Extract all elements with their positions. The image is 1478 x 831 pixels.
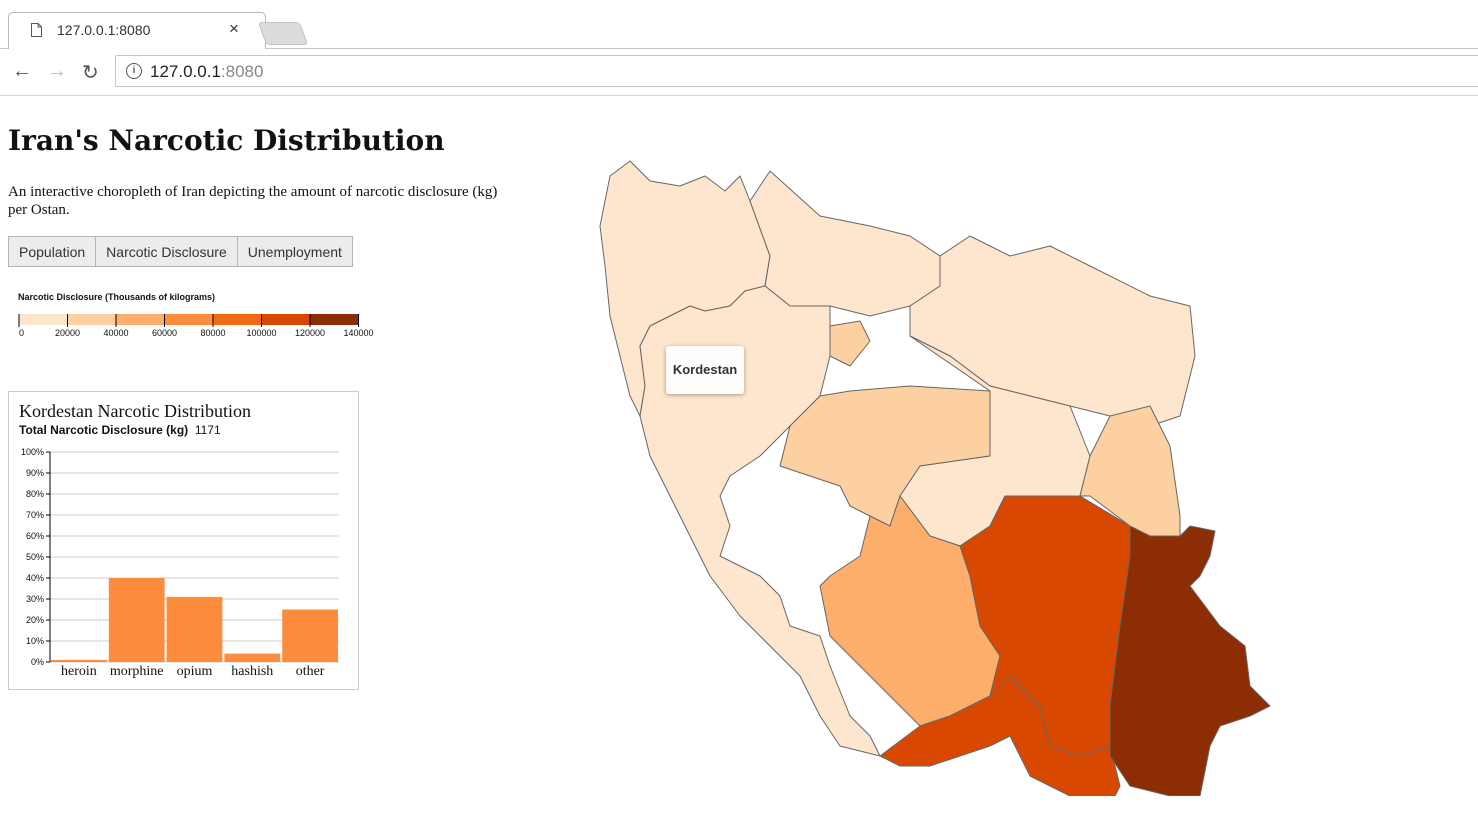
- info-icon[interactable]: i: [126, 63, 142, 79]
- x-tick-label: other: [296, 664, 325, 679]
- y-tick-label: 100%: [21, 447, 44, 457]
- address-bar[interactable]: i 127.0.0.1:8080: [115, 55, 1478, 87]
- legend-scale: 0 20000 40000 60000 80000 100000 120000 140000: [18, 314, 374, 338]
- url-host: 127.0.0.1: [150, 62, 221, 81]
- back-icon[interactable]: ←: [12, 60, 32, 82]
- y-tick-label: 10%: [26, 636, 44, 646]
- browser-tabstrip: 127.0.0.1:8080 ×: [0, 0, 1478, 49]
- legend-tick-label: 60000: [152, 328, 177, 338]
- unemployment-button[interactable]: Unemployment: [236, 236, 353, 267]
- bar-hashish[interactable]: [224, 653, 281, 662]
- bar-morphine[interactable]: [108, 578, 165, 662]
- page-icon: [31, 23, 42, 37]
- legend-swatch: [67, 314, 116, 325]
- map-legend: Narcotic Disclosure (Thousands of kilogr…: [18, 292, 398, 345]
- map-region-north-central[interactable]: [749, 170, 941, 317]
- y-tick-label: 60%: [26, 531, 44, 541]
- legend-tick-label: 120000: [295, 328, 325, 338]
- legend-swatch: [164, 314, 213, 325]
- narcotic-disclosure-button[interactable]: Narcotic Disclosure: [95, 236, 238, 267]
- iran-choropleth-map: [599, 160, 1271, 796]
- legend-tick-label: 0: [19, 328, 24, 338]
- y-tick-label: 80%: [26, 489, 44, 499]
- legend-tick-label: 40000: [103, 328, 128, 338]
- reload-icon[interactable]: ↻: [82, 62, 99, 84]
- page-description: An interactive choropleth of Iran depict…: [8, 184, 498, 218]
- x-tick-label: hashish: [231, 664, 273, 679]
- legend-swatch: [213, 314, 262, 325]
- x-tick-label: opium: [177, 664, 213, 679]
- region-detail-panel: Kordestan Narcotic Distribution Total Na…: [8, 391, 359, 690]
- legend-tick-label: 80000: [200, 328, 225, 338]
- bar-other[interactable]: [282, 609, 338, 663]
- url-port: :8080: [220, 62, 264, 81]
- region-detail-title: Kordestan Narcotic Distribution: [19, 401, 251, 421]
- y-tick-label: 50%: [26, 552, 44, 562]
- y-tick-label: 40%: [26, 573, 44, 583]
- narcotic-bar-chart: 0% 10% 20% 30% 40% 50% 60% 70% 80% 90% 100% heroin m…: [21, 447, 339, 679]
- browser-toolbar: ← → ↻ i 127.0.0.1:8080: [0, 49, 1478, 96]
- legend-title: Narcotic Disclosure (Thousands of kilogr…: [18, 292, 216, 302]
- region-total: Total Narcotic Disclosure (kg) 1171: [19, 423, 221, 437]
- x-tick-label: morphine: [110, 664, 164, 679]
- forward-icon[interactable]: →: [47, 60, 67, 82]
- bar-heroin[interactable]: [51, 659, 107, 662]
- map-region-hormozgan[interactable]: [879, 675, 1121, 796]
- legend-swatch: [19, 314, 68, 325]
- legend-swatch: [261, 314, 310, 325]
- y-tick-label: 0%: [31, 657, 44, 667]
- y-tick-label: 30%: [26, 594, 44, 604]
- map-region-west[interactable]: [639, 285, 881, 757]
- legend-tick-label: 100000: [246, 328, 276, 338]
- bar-opium[interactable]: [166, 596, 223, 662]
- map-region-sistan-baluchestan[interactable]: [1109, 525, 1271, 796]
- page-title: Iran's Narcotic Distribution: [8, 124, 445, 157]
- region-total-label: Total Narcotic Disclosure (kg): [19, 423, 189, 437]
- region-total-value: 1171: [194, 423, 221, 437]
- tab-close-icon[interactable]: ×: [229, 19, 239, 38]
- tab-title: 127.0.0.1:8080: [57, 22, 151, 38]
- legend-tick-label: 20000: [55, 328, 80, 338]
- legend-tick-label: 140000: [343, 328, 373, 338]
- layer-button-group: Population Narcotic Disclosure Unemploym…: [8, 236, 353, 267]
- y-tick-label: 20%: [26, 615, 44, 625]
- url-text: 127.0.0.1:8080: [150, 62, 263, 82]
- y-tick-label: 90%: [26, 468, 44, 478]
- legend-swatch: [310, 314, 359, 325]
- legend-swatch: [116, 314, 165, 325]
- population-button[interactable]: Population: [8, 236, 97, 267]
- x-tick-label: heroin: [61, 664, 97, 679]
- y-tick-label: 70%: [26, 510, 44, 520]
- map-tooltip: Kordestan: [666, 346, 744, 394]
- map-region-markazi[interactable]: [829, 320, 871, 367]
- page-content: Iran's Narcotic Distribution An interact…: [0, 96, 1478, 831]
- browser-tab[interactable]: 127.0.0.1:8080 ×: [8, 12, 266, 49]
- new-tab-button[interactable]: [257, 22, 309, 45]
